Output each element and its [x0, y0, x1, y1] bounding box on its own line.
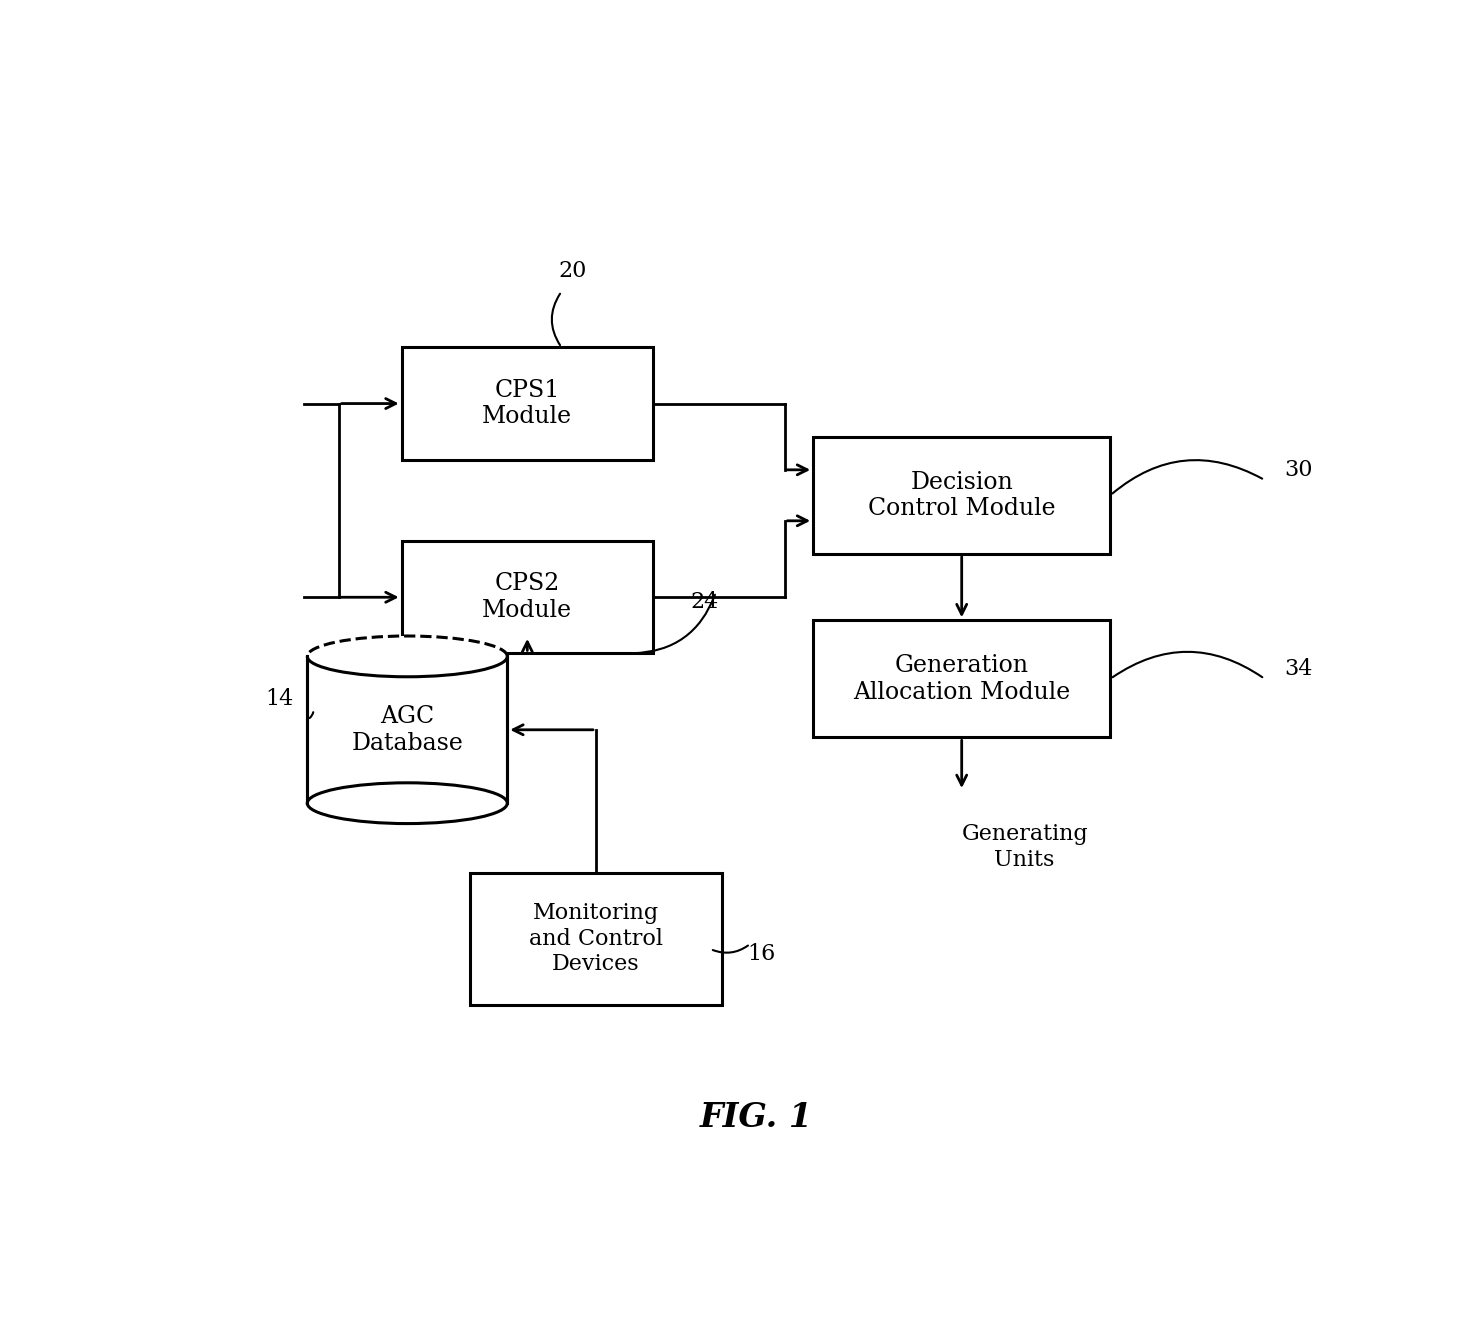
Text: 34: 34	[1285, 658, 1313, 679]
Text: 20: 20	[559, 260, 587, 282]
Ellipse shape	[307, 636, 507, 677]
Text: 30: 30	[1285, 459, 1313, 481]
Text: FIG. 1: FIG. 1	[699, 1100, 813, 1133]
Ellipse shape	[307, 782, 507, 824]
Text: Decision
Control Module: Decision Control Module	[867, 470, 1056, 520]
Text: 14: 14	[266, 688, 294, 710]
Text: 16: 16	[748, 943, 776, 965]
Bar	[813, 620, 1111, 737]
Text: AGC
Database: AGC Database	[351, 704, 463, 755]
Text: CPS2
Module: CPS2 Module	[482, 572, 572, 622]
Text: Generation
Allocation Module: Generation Allocation Module	[853, 654, 1071, 703]
Bar	[401, 347, 653, 459]
Bar	[813, 437, 1111, 553]
Bar	[307, 657, 507, 804]
Bar	[401, 542, 653, 653]
Text: CPS1
Module: CPS1 Module	[482, 379, 572, 429]
Text: Generating
Units: Generating Units	[962, 824, 1089, 871]
Bar	[471, 873, 721, 1005]
Text: 24: 24	[690, 592, 718, 613]
Text: Monitoring
and Control
Devices: Monitoring and Control Devices	[530, 903, 662, 976]
